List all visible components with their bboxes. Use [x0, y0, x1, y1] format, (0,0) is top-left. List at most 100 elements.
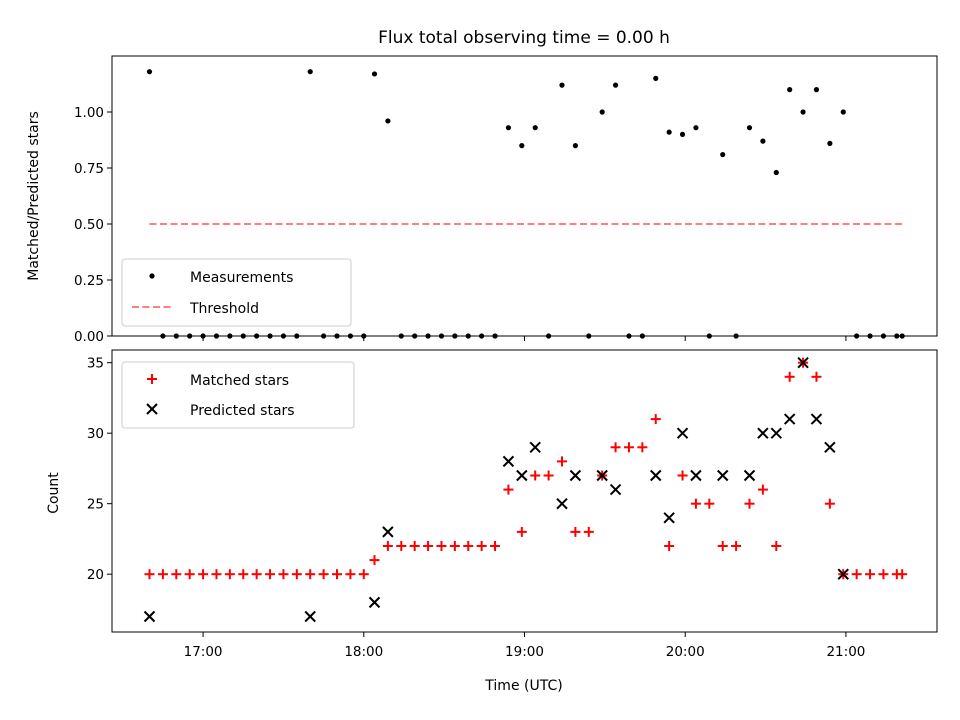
matched-star-point: [332, 569, 342, 580]
matched-star-point: [157, 569, 168, 580]
predicted-star-point: [516, 469, 528, 482]
measurement-point: [146, 69, 153, 75]
x-stroke-b: [382, 526, 394, 538]
x-stroke-b: [797, 356, 809, 369]
matched-star-point: [637, 442, 648, 453]
matched-star-point: [731, 540, 742, 551]
x-stroke-b: [650, 469, 662, 482]
measurement-point: [572, 143, 578, 149]
x-stroke-b: [757, 427, 769, 439]
y-tick-label: 35: [87, 356, 104, 372]
measurement-point: [813, 87, 820, 93]
measurement-point: [746, 125, 753, 131]
matched-star-point: [677, 470, 688, 481]
bottom-chart-plot-area: 20 25 30 35 17:00 18:00 19:00 20:00 21:00: [87, 349, 938, 660]
top-chart-frame: [111, 55, 938, 337]
predicted-star-point: [304, 610, 316, 623]
bottom-chart-x-axis-label: Time (UTC): [484, 678, 562, 694]
legend-measurement-marker: [149, 273, 155, 279]
predicted-star-point: [569, 469, 582, 482]
matched-star-point: [345, 569, 356, 580]
x-stroke-b: [690, 469, 702, 482]
legend-box: [121, 361, 355, 429]
measurement-point: [653, 75, 659, 81]
top-chart-legend: Measurements Threshold: [121, 258, 352, 327]
predicted-star-point: [837, 568, 849, 580]
x-stroke-b: [596, 469, 608, 482]
y-tick-label: 0.50: [74, 217, 104, 233]
matched-star-point: [744, 498, 755, 509]
legend-predicted-marker: [146, 403, 158, 415]
predicted-star-point: [650, 469, 662, 482]
matched-star-point: [318, 569, 329, 580]
matched-star-point: [717, 540, 728, 551]
matched-star-point: [449, 540, 460, 551]
measurement-point: [532, 125, 538, 131]
top-chart-plot-area: 0.00 0.25 0.50 0.75 1.00: [74, 55, 938, 345]
matched-star-point: [490, 540, 501, 551]
measurement-point: [720, 151, 726, 158]
matched-star-point: [784, 371, 795, 382]
matched-star-point: [757, 484, 768, 495]
x-stroke-b: [502, 455, 515, 468]
measurement-point: [371, 71, 378, 77]
matched-star-point: [144, 569, 155, 580]
predicted-star-point: [368, 596, 381, 609]
matched-star-point: [396, 540, 407, 551]
matched-star-point: [224, 569, 235, 580]
measurement-point: [787, 87, 793, 93]
x-tick-label: 21:00: [826, 644, 865, 660]
matched-star-point: [358, 569, 369, 580]
x-stroke-b: [717, 469, 729, 482]
x-stroke-b: [810, 413, 823, 425]
x-stroke-b: [529, 441, 541, 453]
x-tick-label: 20:00: [666, 644, 705, 660]
bottom-chart-legend: Matched stars Predicted stars: [121, 361, 355, 429]
matched-star-point: [557, 456, 567, 467]
x-tick-label: 17:00: [184, 644, 223, 660]
matched-star-point: [291, 569, 302, 580]
x-stroke-b: [783, 413, 796, 425]
predicted-star-point: [676, 427, 689, 439]
measurement-point: [519, 143, 525, 149]
predicted-star-point: [783, 413, 796, 425]
matched-star-point: [423, 540, 434, 551]
measurement-point: [612, 82, 619, 88]
y-tick-label: 1.00: [74, 105, 104, 121]
x-stroke-b: [663, 512, 675, 524]
matched-star-point: [771, 540, 782, 551]
measurement-point: [800, 109, 806, 115]
x-stroke-b: [569, 469, 582, 482]
matched-star-point: [184, 569, 195, 580]
legend-matched-marker: [147, 374, 157, 384]
matched-star-point: [690, 498, 701, 509]
measurement-point: [666, 129, 672, 135]
x-stroke-b: [676, 427, 689, 439]
legend-label-predicted: Predicted stars: [190, 403, 295, 419]
predicted-star-point: [596, 469, 608, 482]
measurement-point: [679, 131, 686, 137]
matched-star-point: [516, 526, 527, 537]
x-stroke-b: [556, 497, 568, 510]
y-tick-label: 20: [87, 567, 104, 583]
matched-star-point: [570, 526, 581, 537]
measurement-point: [385, 118, 391, 124]
predicted-star-point: [502, 455, 515, 468]
predicted-star-point: [743, 469, 756, 482]
y-tick-label: 30: [87, 426, 104, 442]
predicted-star-point: [556, 497, 568, 510]
top-chart-title: Flux total observing time = 0.00 h: [378, 28, 670, 48]
predicted-star-point: [382, 526, 394, 538]
top-chart-y-axis-label: Matched/Predicted stars: [26, 111, 42, 281]
matched-star-point: [623, 442, 634, 453]
measurement-point: [307, 69, 313, 75]
matched-star-point: [878, 569, 889, 580]
predicted-star-point: [810, 413, 823, 425]
x-stroke-b: [824, 441, 836, 453]
matched-star-point: [251, 569, 262, 580]
legend-box: [121, 258, 352, 327]
x-stroke-b: [368, 596, 381, 609]
predicted-star-point: [770, 427, 782, 439]
matched-star-point: [811, 371, 822, 382]
